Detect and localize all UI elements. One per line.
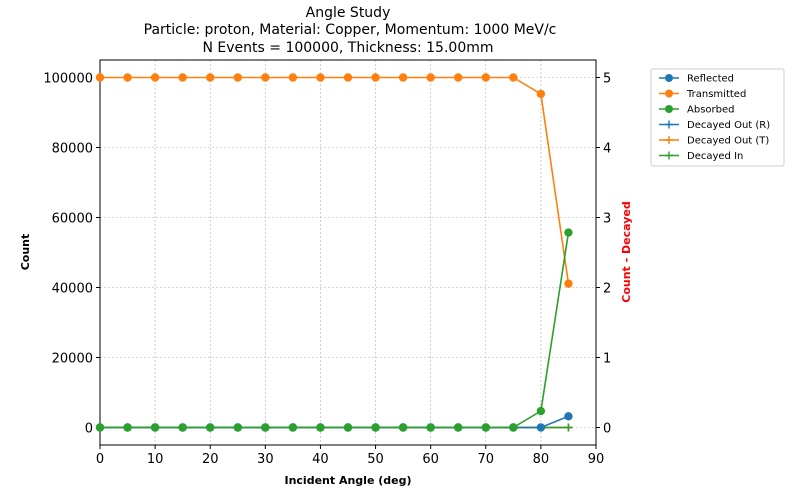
series-line [100,415,569,429]
data-point [343,73,353,82]
grid [99,60,597,445]
data-point [564,279,573,288]
data-point [233,73,242,82]
y-tick-label: 60000 [52,212,93,227]
legend-entry-label: Decayed Out (T) [687,136,769,147]
data-point [481,423,490,432]
data-point [150,423,160,432]
x-tick-label: 10 [147,452,164,467]
y-axis-label: Count [19,234,32,271]
data-point [509,423,518,432]
y2-tick-label: 1 [603,352,611,367]
data-point [564,412,573,421]
axes: 0 10 20 30 40 50 60 70 80 90020000400006000080000… [43,59,611,467]
x-tick-label: 20 [202,452,219,467]
data-point [398,73,408,82]
data-point [343,423,353,432]
data-point [564,423,573,432]
data-point [454,423,463,432]
x-tick-label: 40 [312,452,329,467]
y-tick-label: 40000 [52,282,93,297]
legend-marker [665,74,673,82]
data-point [178,73,187,82]
y2-tick-label: 4 [603,142,611,157]
data-point [536,406,546,416]
data-point [536,423,546,432]
chart-title-line-2: Particle: proton, Material: Copper, Mome… [144,22,557,38]
data-point [288,73,298,82]
legend-entry-label: Absorbed [687,105,734,116]
data-point [371,73,380,82]
series-line [100,232,570,429]
chart-title-line-3: N Events = 100000, Thickness: 15.00mm [202,40,493,56]
legend-entry-label: Decayed Out (R) [687,120,770,131]
legend-marker [665,105,673,113]
legend: Reflected Transmitted Absorbed Decayed Out … [650,68,785,167]
x-tick-label: 0 [96,452,104,467]
data-point [564,228,573,237]
x-tick-label: 70 [478,452,495,467]
x-tick-label: 60 [422,452,439,467]
data-point [316,73,325,82]
data-point [150,73,160,82]
y2-axis-label: Count - Decayed [620,201,633,302]
data-point [316,423,325,432]
data-point [206,423,215,432]
y-tick-label: 80000 [52,142,93,157]
data-point [95,423,105,432]
data-point [123,73,132,82]
series [95,73,573,432]
plot-frame [99,59,597,446]
data-point [95,73,105,82]
data-point [261,423,270,432]
legend-marker [665,136,673,144]
y2-tick-label: 0 [603,422,611,437]
y-tick-label: 20000 [52,352,93,367]
legend-box [650,68,785,167]
y2-tick-label: 3 [603,212,611,227]
legend-entry-label: Reflected [687,74,734,85]
data-point [536,89,546,99]
data-point [398,423,408,432]
chart-title-line-1: Angle Study [306,5,391,21]
y2-tick-label: 5 [603,72,611,87]
data-point [123,423,132,432]
data-point [206,73,215,82]
data-point [261,73,270,82]
data-point [178,423,187,432]
legend-marker [665,89,673,98]
data-point [288,423,298,432]
x-axis-label: Incident Angle (deg) [284,474,411,487]
data-point [509,73,518,82]
x-tick-label: 50 [367,452,384,467]
x-tick-label: 90 [588,452,605,467]
data-point [426,73,435,82]
series-line [100,76,570,284]
y2-tick-label: 2 [603,282,611,297]
legend-marker [665,120,673,129]
data-point [371,423,380,432]
legend-entry-label: Transmitted [686,89,746,100]
data-point [426,423,435,432]
data-point [233,423,242,432]
legend-marker [665,151,673,160]
legend-entry-label: Decayed In [687,151,743,162]
chart-title: Angle Study Particle: proton, Material: … [144,5,557,56]
data-point [481,73,490,82]
y-tick-label: 0 [85,422,93,437]
y-tick-label: 100000 [43,72,93,87]
x-tick-label: 80 [533,452,550,467]
x-tick-label: 30 [257,452,274,467]
data-point [454,73,463,82]
